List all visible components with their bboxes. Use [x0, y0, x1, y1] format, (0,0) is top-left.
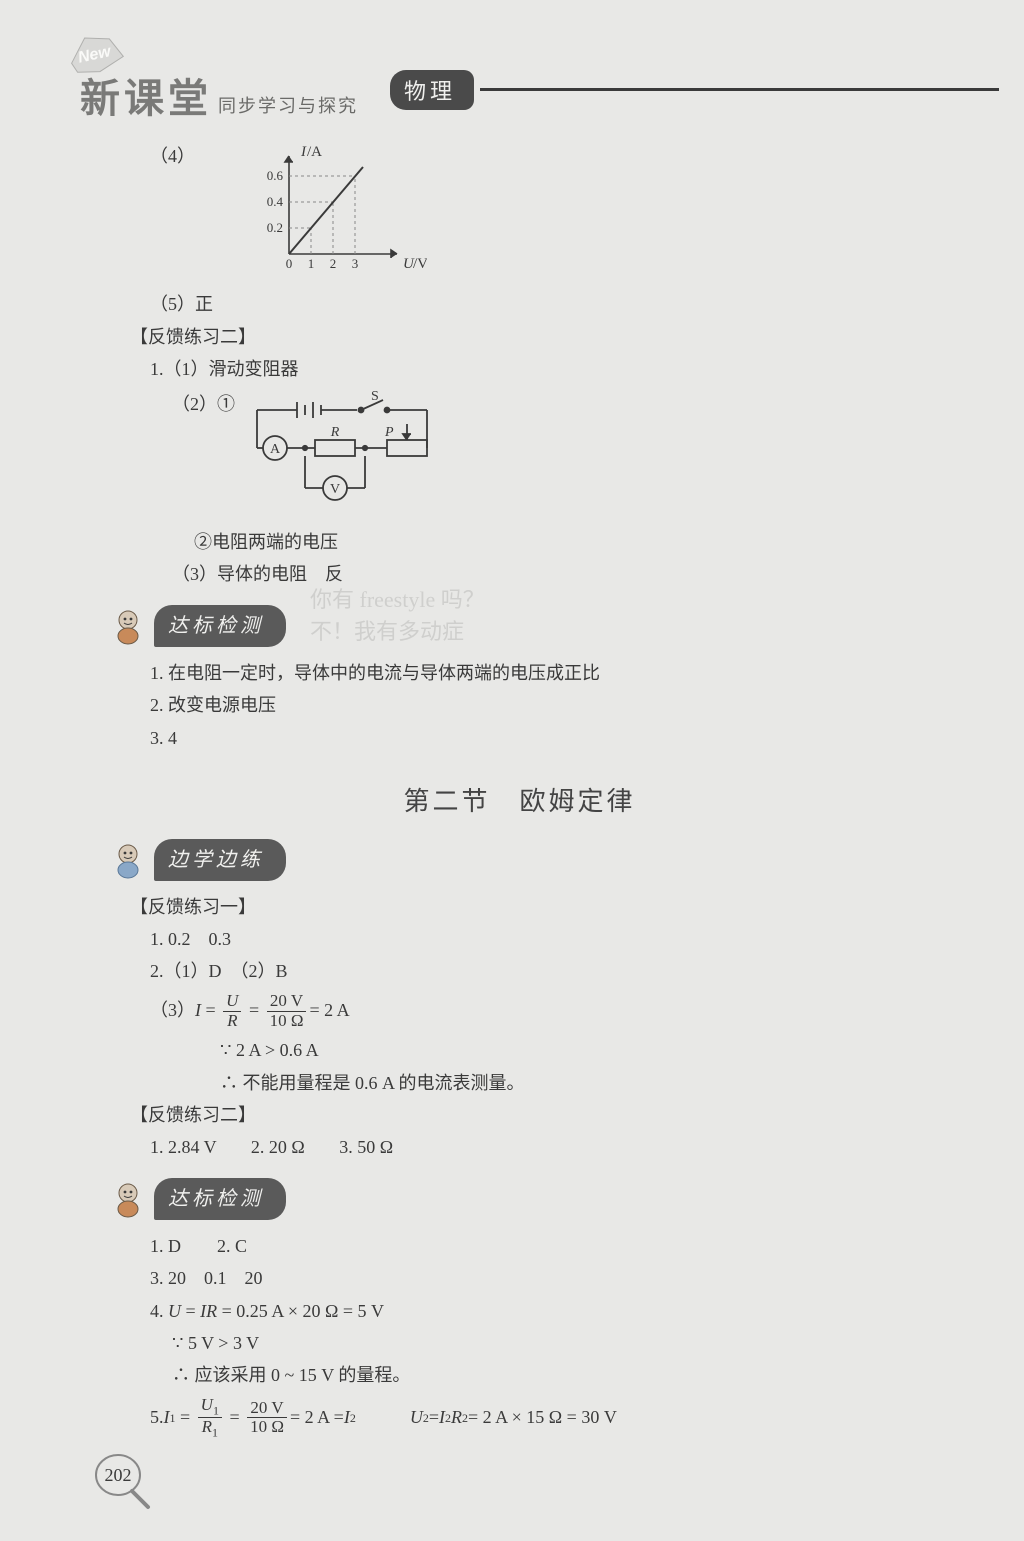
- dc2-3: 3. 20 0.1 20: [150, 1262, 959, 1294]
- dc2-5-tail: = 2 A × 15 Ω = 30 V: [468, 1407, 617, 1429]
- svg-text:1: 1: [308, 256, 315, 271]
- dc2-5-gap: [356, 1407, 410, 1429]
- item-5: （5）正: [150, 288, 959, 320]
- dc2-5-den1sub: 1: [212, 1426, 218, 1440]
- fb2-q2-1-label: （2）①: [172, 388, 235, 420]
- dc2-5-num1U: U: [201, 1395, 213, 1414]
- fb1-head: 【反馈练习一】: [130, 891, 959, 923]
- dc2-5-num1sub: 1: [213, 1403, 219, 1417]
- svg-text:/V: /V: [413, 256, 427, 272]
- svg-text:I: I: [300, 144, 307, 160]
- fb2b-3: 3. 50 Ω: [339, 1137, 393, 1157]
- page-header: New 新课堂 同步学习与探究 物理: [70, 40, 959, 118]
- fb2-q1: 1.（1）滑动变阻器: [150, 353, 959, 385]
- handwriting-ghost: 不！我有多动症: [310, 612, 464, 652]
- mascot-icon: [110, 606, 150, 646]
- q3-line3: ∴ 不能用量程是 0.6 A 的电流表测量。: [220, 1067, 959, 1099]
- fb2b-head: 【反馈练习二】: [130, 1099, 959, 1131]
- svg-text:0.2: 0.2: [267, 220, 283, 235]
- svg-text:/A: /A: [307, 144, 322, 160]
- svg-text:P: P: [384, 425, 394, 440]
- fb1-1: 1. 0.2 0.3: [150, 923, 959, 955]
- mascot-icon: [110, 1179, 150, 1219]
- svg-text:S: S: [371, 390, 379, 404]
- dc2-5-den1R: R: [202, 1417, 212, 1436]
- svg-text:R: R: [330, 425, 340, 440]
- dc2-4-l3: ∴ 应该采用 0 ~ 15 V 的量程。: [172, 1359, 959, 1391]
- item-4-label: （4）: [150, 140, 195, 172]
- dc2-5-mid: = 2 A =: [290, 1407, 344, 1429]
- dc2-5: 5. I1 = U1 R1 = 20 V10 Ω = 2 A = I2 U2 =…: [150, 1396, 959, 1440]
- q3-line2: ∵ 2 A > 0.6 A: [220, 1034, 959, 1066]
- section-dabiao-2: 达标检测: [110, 1178, 959, 1220]
- dc2-4-l1: 4. U = IR = 0.25 A × 20 Ω = 5 V: [150, 1295, 959, 1327]
- q3-den1: R: [223, 1012, 241, 1031]
- fb1-2: 2.（1）D （2）B: [150, 955, 959, 987]
- dc2-4-l2: ∵ 5 V > 3 V: [172, 1327, 959, 1359]
- dc2-5-U2: U: [410, 1407, 423, 1429]
- page-number: 202: [90, 1451, 150, 1511]
- svg-text:A: A: [270, 442, 281, 457]
- dc-1: 1. 在电阻一定时，导体中的电流与导体两端的电压成正比: [150, 657, 959, 689]
- q3-prefix: （3）: [150, 1000, 195, 1022]
- fb2b-row: 1. 2.84 V 2. 20 Ω 3. 50 Ω: [150, 1131, 959, 1163]
- svg-text:202: 202: [105, 1465, 132, 1485]
- q3-den2: 10 Ω: [267, 1012, 307, 1031]
- q3-num1: U: [223, 992, 241, 1012]
- feedback-2-head: 【反馈练习二】: [130, 321, 959, 353]
- dc-2: 2. 改变电源电压: [150, 689, 959, 721]
- fb1-3: （3） I = UR = 20 V10 Ω = 2 A: [150, 992, 959, 1030]
- fb2-q2-2: ②电阻两端的电压: [194, 526, 959, 558]
- dc2-5-num2: 20 V: [247, 1399, 287, 1419]
- fb2b-1: 1. 2.84 V: [150, 1137, 216, 1157]
- header-rule: [480, 88, 999, 91]
- dc-3: 3. 4: [150, 722, 959, 754]
- dc2-5-R2: R: [451, 1407, 462, 1429]
- dc2-1: 1. D 2. C: [150, 1230, 959, 1262]
- fb2-q2-3: （3）导体的电阻 反: [172, 558, 959, 590]
- q3-num2: 20 V: [267, 992, 307, 1012]
- series-title: 新课堂: [80, 66, 212, 124]
- svg-text:0: 0: [286, 256, 293, 271]
- circuit-diagram: A V R P S: [237, 390, 447, 520]
- section-bianxue: 边学边练: [110, 839, 959, 881]
- page-content: （4） 0.2 0.4 0.6: [150, 138, 959, 1440]
- svg-text:0.4: 0.4: [267, 194, 284, 209]
- dc2-5-eq2: =: [429, 1407, 439, 1429]
- section-dabiao-1: 达标检测: [110, 605, 959, 647]
- subject-pill: 物理: [390, 70, 474, 110]
- q3-result: = 2 A: [309, 1000, 349, 1022]
- section-2-title: 第二节 欧姆定律: [80, 778, 959, 825]
- pill-heading: 达标检测: [154, 1178, 286, 1220]
- pill-heading: 边学边练: [154, 839, 286, 881]
- iv-graph: 0.2 0.4 0.6 0 1 2 3: [247, 142, 427, 282]
- series-subtitle: 同步学习与探究: [218, 92, 358, 118]
- svg-text:V: V: [330, 482, 340, 497]
- mascot-icon: [110, 840, 150, 880]
- svg-text:2: 2: [330, 256, 337, 271]
- dc2-5-prefix: 5.: [150, 1407, 164, 1429]
- svg-text:0.6: 0.6: [267, 168, 284, 183]
- svg-text:3: 3: [352, 256, 359, 271]
- dc2-5-den2: 10 Ω: [247, 1418, 287, 1437]
- pill-heading: 达标检测: [154, 605, 286, 647]
- fb2b-2: 2. 20 Ω: [251, 1137, 305, 1157]
